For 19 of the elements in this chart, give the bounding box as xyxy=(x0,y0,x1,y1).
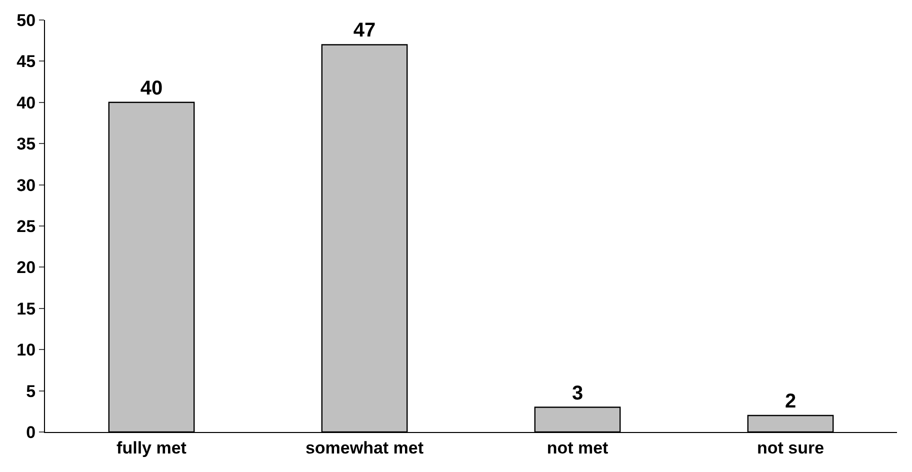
x-tick-label: not sure xyxy=(756,438,824,458)
y-tick-label: 0 xyxy=(26,422,36,442)
y-tick-label: 20 xyxy=(16,258,36,278)
y-tick-label: 40 xyxy=(16,93,36,112)
y-tick-label: 45 xyxy=(16,52,36,72)
x-tick-label: fully met xyxy=(116,438,187,458)
y-tick-label: 35 xyxy=(16,134,36,154)
y-tick-label: 10 xyxy=(16,340,36,360)
y-tick-label: 50 xyxy=(16,10,36,30)
data-label: 40 xyxy=(140,77,163,100)
data-label: 3 xyxy=(572,382,584,404)
x-tick-label: somewhat met xyxy=(305,438,424,458)
y-tick-label: 25 xyxy=(16,216,36,236)
y-tick-label: 15 xyxy=(16,299,36,318)
y-tick-label: 5 xyxy=(26,382,36,401)
data-label: 2 xyxy=(784,390,796,413)
x-tick-label: not met xyxy=(546,438,609,458)
y-tick-label: 30 xyxy=(16,176,36,195)
data-label: 47 xyxy=(353,20,376,42)
